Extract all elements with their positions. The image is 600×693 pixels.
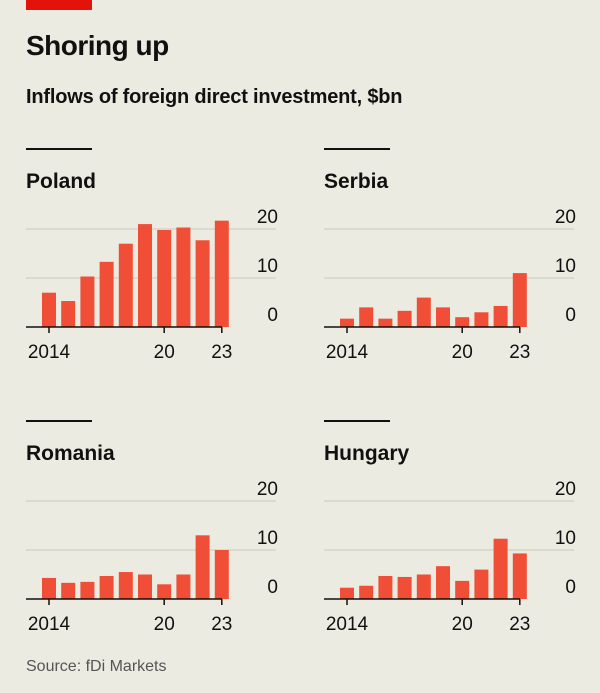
poland-ytick-label: 10 <box>257 256 278 277</box>
chart-subtitle: Inflows of foreign direct investment, $b… <box>26 86 403 108</box>
romania-ytick-label: 20 <box>257 479 278 500</box>
serbia-bar-2019 <box>436 307 450 327</box>
poland-ytick-label: 0 <box>267 305 278 326</box>
serbia-bar-2016 <box>378 318 393 327</box>
poland-bar-2019 <box>138 224 152 327</box>
serbia-bar-2020 <box>455 317 470 327</box>
poland-bar-2020 <box>157 229 172 327</box>
serbia-bar-2015 <box>359 307 374 327</box>
romania-bar-2020 <box>157 584 172 599</box>
poland-bar-2023 <box>214 220 229 327</box>
poland-xtick-label: 2014 <box>28 342 71 363</box>
poland-xtick-label: 20 <box>154 342 175 363</box>
hungary-bar-2019 <box>436 566 450 599</box>
romania-bar-2016 <box>80 581 95 599</box>
hungary-ytick-label: 10 <box>555 528 576 549</box>
poland-bar-2014 <box>42 292 56 327</box>
hungary-bar-2020 <box>455 580 470 599</box>
hungary-xtick-label: 23 <box>509 614 530 635</box>
romania-bar-2022 <box>195 535 210 599</box>
hungary-panel-title: Hungary <box>324 442 410 465</box>
hungary-bar-2016 <box>378 575 393 599</box>
serbia-bar-2021 <box>474 312 489 327</box>
brand-accent-bar <box>26 0 92 10</box>
hungary-ytick-label: 0 <box>565 577 576 598</box>
poland-ytick-label: 20 <box>257 207 278 228</box>
serbia-bar-2018 <box>416 297 431 327</box>
romania-bar-2015 <box>61 582 76 599</box>
hungary-bar-2017 <box>397 576 412 599</box>
hungary-bar-2018 <box>416 574 431 599</box>
hungary-bar-2015 <box>359 585 374 599</box>
serbia-ytick-label: 10 <box>555 256 576 277</box>
poland-xtick-label: 23 <box>211 342 232 363</box>
poland-bar-2022 <box>195 240 210 327</box>
hungary-bar-2022 <box>493 538 508 599</box>
romania-bar-2014 <box>42 577 56 599</box>
serbia-ytick-label: 20 <box>555 207 576 228</box>
hungary-xtick-label: 2014 <box>326 614 369 635</box>
romania-xtick-label: 20 <box>154 614 175 635</box>
source-note: Source: fDi Markets <box>26 658 167 675</box>
romania-bar-2019 <box>138 574 152 599</box>
romania-bar-2018 <box>118 572 133 599</box>
hungary-bar-2014 <box>340 587 354 599</box>
serbia-bar-2014 <box>340 318 354 327</box>
serbia-bar-2022 <box>493 305 508 327</box>
serbia-ytick-label: 0 <box>565 305 576 326</box>
hungary-bar-2021 <box>474 569 489 599</box>
serbia-bar-2023 <box>512 273 527 327</box>
romania-bar-2021 <box>176 574 191 599</box>
romania-bar-2023 <box>214 550 229 599</box>
serbia-panel-title: Serbia <box>324 170 389 193</box>
serbia-bar-2017 <box>397 310 412 327</box>
romania-ytick-label: 10 <box>257 528 278 549</box>
poland-bar-2018 <box>118 243 133 327</box>
serbia-xtick-label: 23 <box>509 342 530 363</box>
romania-ytick-label: 0 <box>267 577 278 598</box>
poland-bar-2021 <box>176 227 191 327</box>
romania-xtick-label: 2014 <box>28 614 71 635</box>
poland-bar-2017 <box>99 261 114 327</box>
hungary-ytick-label: 20 <box>555 479 576 500</box>
chart-title: Shoring up <box>26 30 169 61</box>
hungary-bar-2023 <box>512 553 527 599</box>
romania-xtick-label: 23 <box>211 614 232 635</box>
poland-bar-2016 <box>80 276 95 327</box>
poland-panel-title: Poland <box>26 170 96 193</box>
serbia-xtick-label: 2014 <box>326 342 369 363</box>
romania-panel-title: Romania <box>26 442 115 465</box>
romania-bar-2017 <box>99 575 114 599</box>
serbia-xtick-label: 20 <box>452 342 473 363</box>
hungary-xtick-label: 20 <box>452 614 473 635</box>
poland-bar-2015 <box>61 301 76 327</box>
